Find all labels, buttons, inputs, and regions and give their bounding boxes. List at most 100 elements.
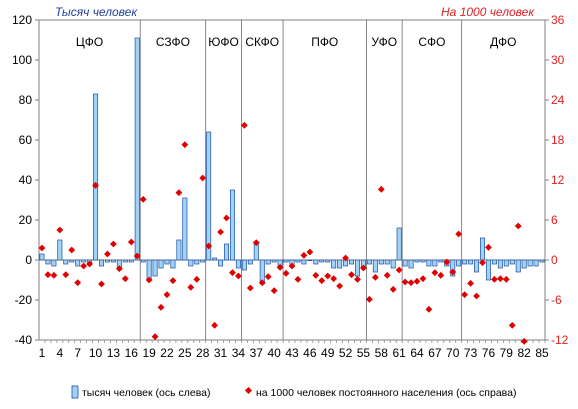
data-bar <box>331 259 337 269</box>
data-bar <box>337 259 343 269</box>
data-bar <box>176 239 182 261</box>
legend-point-swatch <box>244 386 253 395</box>
data-bar <box>468 259 474 265</box>
data-point <box>223 214 230 222</box>
x-tick-label: 43 <box>285 346 299 360</box>
right-axis-title: На 1000 человек <box>441 5 535 19</box>
x-tick-label: 82 <box>517 346 531 360</box>
right-tick-label: 0 <box>551 253 558 267</box>
data-bar <box>384 259 390 265</box>
data-bar <box>474 259 480 273</box>
data-point <box>157 303 165 311</box>
x-tick-label: 76 <box>482 346 496 360</box>
data-bar <box>313 259 319 265</box>
x-tick-label: 70 <box>446 346 460 360</box>
data-bar <box>366 259 372 265</box>
data-point <box>443 258 451 266</box>
data-bar <box>218 259 224 267</box>
data-point <box>348 271 355 279</box>
x-tick-label: 37 <box>250 346 264 360</box>
x-tick-label: 52 <box>339 346 353 360</box>
data-point <box>395 266 403 274</box>
data-bar <box>390 259 396 269</box>
data-point <box>80 262 88 270</box>
data-point <box>169 277 177 285</box>
x-tick-label: 46 <box>303 346 317 360</box>
data-point <box>74 279 82 287</box>
x-tick-label: 31 <box>214 346 228 360</box>
left-axis-title: Тысяч человек <box>55 5 138 19</box>
data-point <box>300 251 308 259</box>
data-point <box>496 275 504 283</box>
region-label: ЦФО <box>76 35 103 49</box>
data-point <box>491 275 498 283</box>
left-tick-label: -20 <box>15 293 33 307</box>
data-point <box>246 284 254 292</box>
legend-bars-label: тысяч человек (ось слева) <box>82 387 211 399</box>
data-point <box>461 291 469 299</box>
right-tick-label: 24 <box>551 93 565 107</box>
x-tick-label: 58 <box>375 346 389 360</box>
legend-bar-swatch <box>71 385 79 399</box>
data-point <box>473 292 480 300</box>
data-bar <box>349 259 355 265</box>
data-bar <box>462 259 468 265</box>
data-point <box>145 276 153 284</box>
data-bar <box>325 259 331 263</box>
data-bar <box>235 259 241 269</box>
data-bar <box>438 259 444 263</box>
data-point <box>306 248 314 256</box>
data-bar <box>224 243 230 261</box>
x-tick-label: 34 <box>232 346 246 360</box>
data-point <box>240 121 248 129</box>
data-point <box>68 246 76 254</box>
x-tick-label: 79 <box>500 346 514 360</box>
left-tick-label: 100 <box>12 53 32 67</box>
data-point <box>342 254 349 262</box>
x-tick-label: 55 <box>357 346 371 360</box>
data-bar <box>271 259 277 263</box>
data-bar <box>93 93 99 261</box>
data-point <box>324 272 332 280</box>
data-point <box>50 271 58 279</box>
data-bar <box>152 259 158 277</box>
data-point <box>62 271 70 279</box>
data-point <box>467 279 474 287</box>
x-tick-label: 49 <box>321 346 335 360</box>
data-point <box>431 269 439 277</box>
x-tick-label: 64 <box>410 346 424 360</box>
data-bar <box>39 253 45 261</box>
data-bar <box>194 259 200 265</box>
data-point <box>133 252 141 260</box>
data-point <box>151 333 159 341</box>
data-point <box>235 272 242 280</box>
data-point <box>56 226 64 234</box>
data-point <box>199 174 207 182</box>
data-point <box>437 271 445 279</box>
x-tick-label: 1 <box>39 346 46 360</box>
data-bar <box>45 259 51 265</box>
data-bar <box>301 259 307 265</box>
region-label: ДФО <box>490 35 516 49</box>
data-point <box>38 244 46 252</box>
data-bar <box>110 259 116 263</box>
right-tick-label: -12 <box>551 333 569 347</box>
x-tick-label: 40 <box>267 346 281 360</box>
left-tick-label: 0 <box>25 253 32 267</box>
data-point <box>115 265 123 273</box>
data-bar <box>378 259 384 265</box>
data-point <box>485 243 492 251</box>
x-tick-label: 10 <box>89 346 103 360</box>
region-label: УФО <box>371 35 397 49</box>
data-point <box>193 275 201 283</box>
data-point <box>383 271 391 279</box>
x-tick-label: 7 <box>74 346 81 360</box>
data-bar <box>456 259 462 267</box>
data-point <box>455 230 463 238</box>
data-point <box>514 222 522 230</box>
data-bar <box>63 259 69 265</box>
data-point <box>502 275 510 283</box>
left-tick-label: 20 <box>19 213 33 227</box>
data-point <box>276 263 284 271</box>
